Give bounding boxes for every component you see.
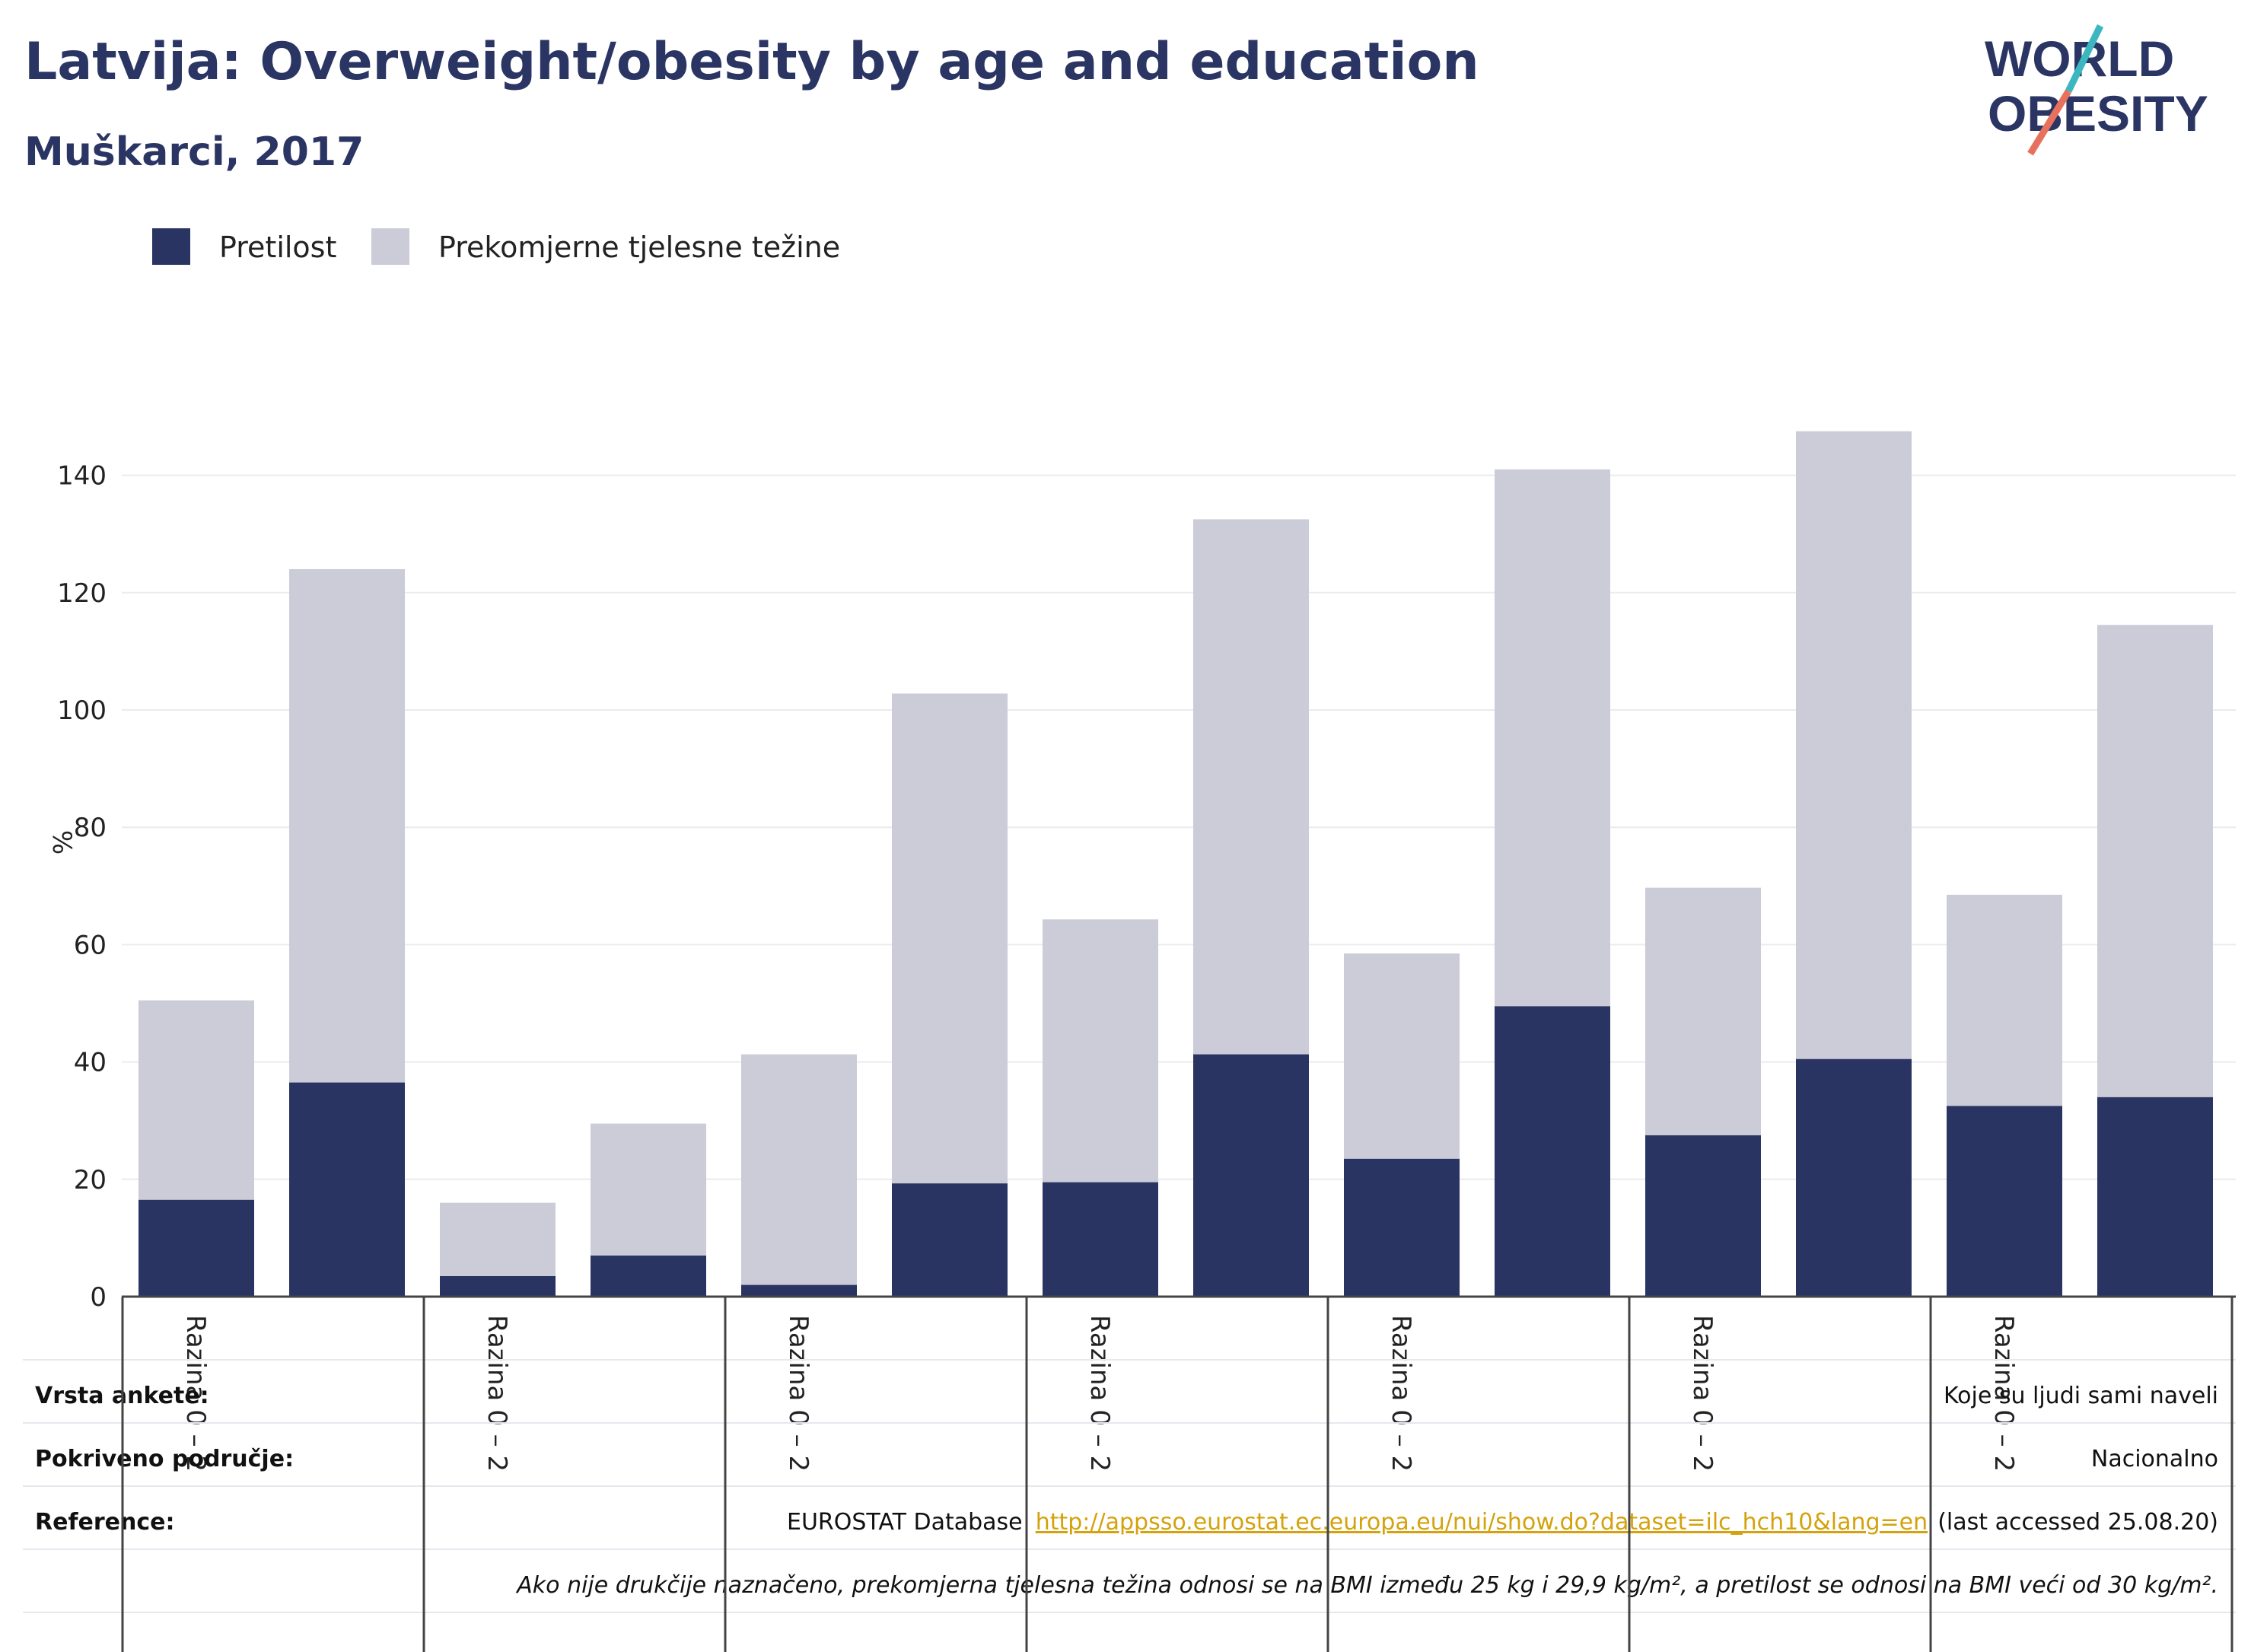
x-tick-label: Razina 0 – 2 (1386, 1315, 1416, 1472)
coverage-label: Pokriveno područje: (35, 1446, 294, 1472)
bar-obesity (440, 1276, 556, 1297)
bar-obesity (892, 1183, 1008, 1297)
bar-obesity (138, 1199, 254, 1297)
bar-obesity (1043, 1182, 1158, 1297)
y-tick-label: 80 (74, 813, 107, 843)
bar-overweight (440, 1202, 556, 1277)
gridlines (122, 474, 2236, 1180)
bar-overweight (289, 568, 405, 1083)
reference-label: Reference: (35, 1509, 174, 1536)
y-axis-ticks: 0 20 40 60 80 100 120 140 (57, 461, 107, 1313)
y-tick-label: 120 (57, 578, 107, 609)
x-tick-label: Razina 0 – 2 (1988, 1315, 2019, 1472)
bar-overweight (892, 693, 1008, 1184)
y-tick-label: 0 (90, 1282, 107, 1313)
bar-obesity (1947, 1106, 2062, 1297)
x-tick-label: Razina 0 – 2 (783, 1315, 813, 1472)
bars (138, 431, 2213, 1297)
info-table: Vrsta ankete: Koje su ljudi sami naveli … (23, 1359, 2236, 1613)
bar-overweight (138, 1000, 254, 1200)
bar-overweight (1043, 919, 1158, 1183)
logo-slash-teal (2065, 24, 2104, 93)
x-tick-label: Razina 0 – 2 (1687, 1315, 1718, 1472)
x-tick-label: Razina 0 – 2 (180, 1315, 211, 1472)
bar-obesity (741, 1284, 857, 1297)
bar-overweight (1947, 894, 2062, 1106)
legend-label-overweight: Prekomjerne tjelesne težine (438, 231, 840, 264)
bar-obesity (289, 1082, 405, 1297)
bar-obesity (1193, 1054, 1309, 1297)
chart-title: Latvija: Overweight/obesity by age and e… (24, 32, 1479, 92)
y-tick-label: 20 (74, 1165, 107, 1195)
survey-type-value: Koje su ljudi sami naveli (1944, 1383, 2218, 1409)
bar-obesity (591, 1256, 706, 1297)
reference-suffix: (last accessed 25.08.20) (1937, 1509, 2218, 1536)
logo-text-world: WORLD (1985, 30, 2174, 87)
bar-overweight (741, 1054, 857, 1285)
x-axis-labels: Razina 0 – 2 Razina 0 – 2 Razina 0 – 2 Razi… (180, 1315, 2019, 1472)
legend-swatch-obesity (152, 228, 190, 265)
bar-overweight (1344, 953, 1460, 1159)
y-axis-label: % (46, 830, 77, 855)
bar-overweight (1495, 469, 1610, 1007)
bar-overweight (1796, 431, 1912, 1059)
bar-obesity (2097, 1097, 2213, 1297)
coverage-value: Nacionalno (2091, 1446, 2218, 1472)
bar-overweight (1193, 519, 1309, 1055)
bar-obesity (1495, 1006, 1610, 1297)
legend-label-obesity: Pretilost (219, 231, 336, 264)
logo-slash-coral (2027, 89, 2071, 156)
bar-obesity (1796, 1058, 1912, 1297)
world-obesity-logo: WORLD OBESITY (1985, 24, 2208, 156)
y-tick-label: 60 (74, 930, 107, 960)
bar-overweight (1645, 887, 1761, 1135)
logo-text-obesity: OBESITY (1988, 85, 2208, 142)
bmi-note: Ako nije drukčije naznačeno, prekomjerna… (515, 1572, 2218, 1599)
x-tick-label: Razina 0 – 2 (482, 1315, 512, 1472)
legend: Pretilost Prekomjerne tjelesne težine (152, 228, 840, 265)
y-tick-label: 140 (57, 461, 107, 492)
reference-value: EUROSTAT Database http://appsso.eurostat… (787, 1509, 2218, 1536)
bar-overweight (591, 1123, 706, 1256)
y-tick-label: 100 (57, 695, 107, 726)
reference-prefix: EUROSTAT Database (787, 1509, 1023, 1536)
bar-obesity (1344, 1158, 1460, 1297)
bar-obesity (1645, 1135, 1761, 1297)
legend-swatch-overweight (371, 228, 409, 265)
x-tick-label: Razina 0 – 2 (1084, 1315, 1115, 1472)
bar-overweight (2097, 625, 2213, 1097)
chart-subtitle: Muškarci, 2017 (24, 129, 365, 175)
group-separators (121, 1297, 2233, 1652)
reference-link[interactable]: http://appsso.eurostat.ec.europa.eu/nui/… (1036, 1509, 1928, 1536)
y-tick-label: 40 (74, 1048, 107, 1078)
